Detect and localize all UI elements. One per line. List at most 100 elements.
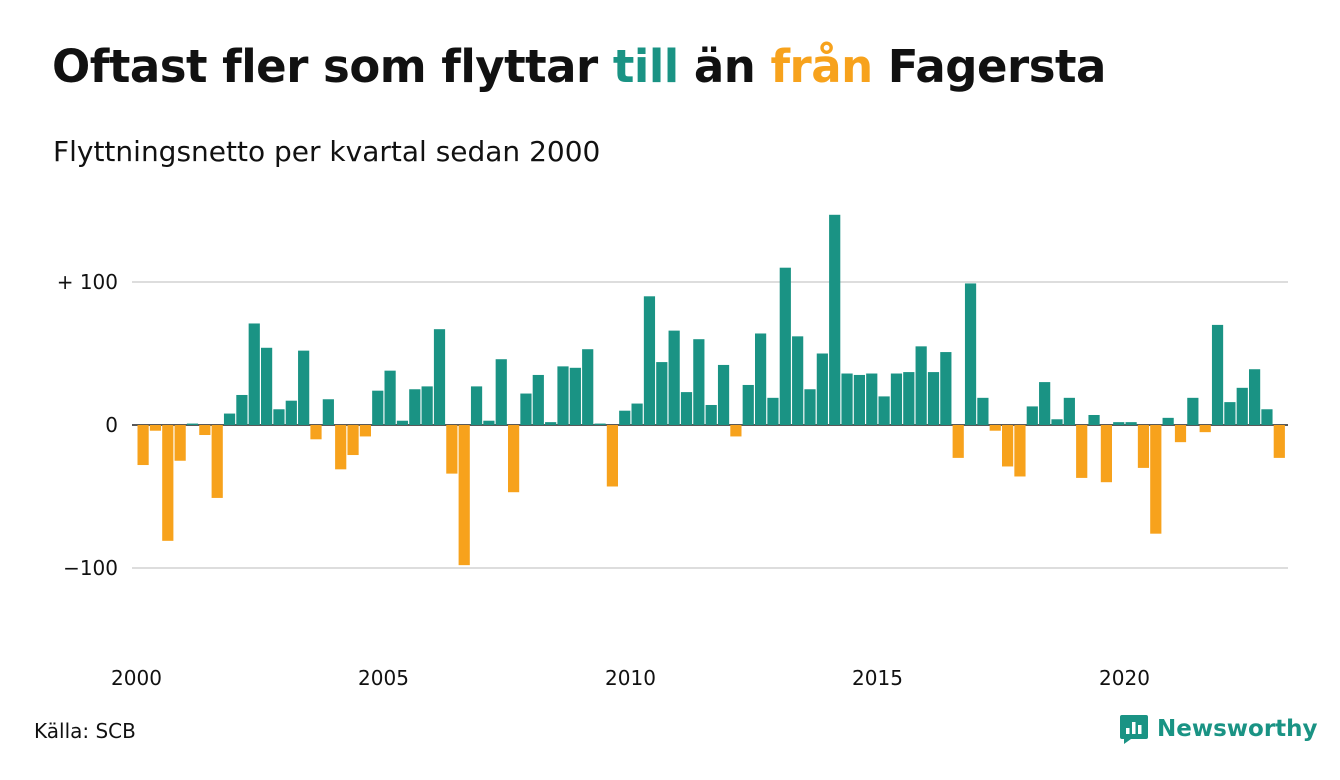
bar [878,396,890,425]
bar [520,393,532,425]
bar [384,370,396,425]
bar [1026,406,1038,425]
x-axis-ticks: 2000 2005 2010 2015 2020 [111,666,1150,690]
bar [137,425,149,466]
x-tick-label: 2005 [358,666,409,690]
bar [816,353,828,425]
bar [433,329,446,425]
bar [557,366,569,425]
bar [915,346,927,425]
bar [1125,422,1137,425]
bar [668,330,680,425]
bar [372,390,384,425]
bar [483,420,495,425]
bar [1199,425,1211,433]
bar [1002,425,1014,467]
bar [446,425,458,474]
bar [396,420,409,425]
bar [223,413,236,425]
bar [1249,369,1261,425]
bar [162,425,174,541]
bar [1039,382,1051,425]
bar [619,410,631,425]
bar [643,296,656,425]
bar [680,392,693,425]
bar [1137,425,1150,468]
x-tick-label: 2020 [1099,666,1150,690]
bar [273,409,285,425]
bar [310,425,322,440]
title-part-till: till [612,40,679,93]
bar [989,425,1001,431]
bar [594,423,606,425]
chart-subtitle: Flyttningsnetto per kvartal sedan 2000 [53,135,601,168]
bar [149,425,162,431]
bar [298,350,310,425]
bar [532,374,544,425]
bar [1088,414,1100,425]
bar [755,333,767,425]
bar [569,367,581,425]
bar [730,425,742,437]
bar [606,425,618,487]
bar [903,372,915,425]
bar [1150,425,1162,534]
bar [1100,425,1112,483]
brand-name: Newsworthy [1157,716,1318,742]
bar [1174,425,1187,443]
bar [841,373,853,425]
bar [458,425,470,566]
bar [335,425,347,470]
bar [631,403,643,425]
bar [1076,425,1088,478]
bar [693,339,705,425]
x-tick-label: 2000 [111,666,162,690]
y-tick-label: 0 [105,413,118,437]
bar [248,323,260,425]
bar [940,352,952,425]
bar [890,373,903,425]
bar [199,425,211,436]
bar [1063,397,1075,425]
bar [236,394,248,425]
bar [1261,409,1273,425]
bar [866,373,878,425]
y-tick-label: −100 [63,556,118,580]
bar [261,347,273,425]
newsworthy-logo-icon [1120,715,1148,744]
bar [977,397,989,425]
bar [1113,422,1125,425]
bar [1273,425,1285,458]
bar [186,423,199,425]
bar [656,362,668,425]
bar [804,389,816,425]
x-tick-label: 2010 [605,666,656,690]
bar [829,214,841,425]
bar [359,425,371,437]
bar [1014,425,1026,477]
bar [927,372,940,425]
y-tick-label: + 100 [57,270,118,294]
source-label: Källa: SCB [34,719,136,743]
bar [853,374,865,425]
bar [1051,419,1063,425]
bar [952,425,964,458]
bar [705,404,717,425]
bar [495,359,507,425]
bar [582,349,594,425]
bar [322,399,334,425]
bar [792,336,804,425]
bar [409,389,421,425]
brand-logo: Newsworthy [1119,713,1318,745]
bar [421,386,433,425]
bar [285,400,297,425]
title-part-3: än [678,40,771,93]
bar [1224,402,1236,425]
bar [470,386,483,425]
y-axis-ticks: + 100 0 −100 [57,270,118,580]
bar [545,422,557,425]
bar [211,425,223,498]
bar [779,267,791,425]
bar [347,425,359,456]
